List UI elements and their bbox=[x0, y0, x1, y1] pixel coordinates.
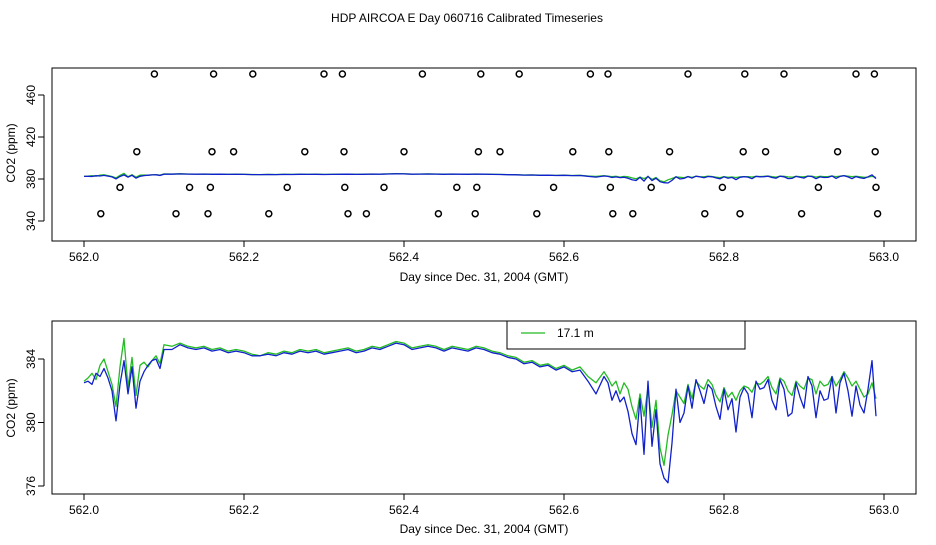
calibration-point bbox=[116, 183, 124, 192]
panel1-frame bbox=[51, 67, 917, 242]
x-tick-label: 562.0 bbox=[69, 503, 99, 517]
x-tick-label: 562.6 bbox=[549, 503, 579, 517]
calibration-point bbox=[133, 147, 141, 156]
calibration-point bbox=[341, 183, 349, 192]
panel2-x-axis: 562.0 562.2 562.4 562.6 562.8 563.0 bbox=[69, 493, 899, 517]
calibration-point bbox=[320, 70, 328, 78]
calibration-point bbox=[206, 183, 215, 192]
calibration-point bbox=[739, 147, 747, 156]
calibration-point bbox=[344, 209, 352, 218]
calibration-point bbox=[338, 70, 347, 78]
calibration-point bbox=[265, 209, 273, 218]
calibration-point bbox=[604, 70, 612, 78]
calibration-point bbox=[665, 147, 674, 156]
legend-label: 17.1 m bbox=[557, 326, 594, 340]
calibration-point bbox=[400, 147, 408, 156]
x-tick-label: 562.8 bbox=[709, 503, 739, 517]
calibration-point bbox=[852, 70, 860, 78]
panel2-ylabel: CO2 (ppm) bbox=[4, 378, 18, 437]
calibration-point bbox=[418, 70, 427, 78]
x-tick-label: 562.2 bbox=[229, 503, 259, 517]
panel1-x-axis: 562.0 562.2 562.4 562.6 562.8 563.0 bbox=[69, 240, 899, 264]
calibration-point bbox=[833, 147, 842, 156]
calibration-point bbox=[97, 209, 105, 218]
calibration-point bbox=[453, 183, 461, 192]
legend-box bbox=[506, 320, 746, 350]
calibration-point bbox=[474, 147, 483, 156]
calibration-point bbox=[434, 209, 443, 218]
calibration-point bbox=[477, 70, 485, 78]
calibration-point bbox=[229, 147, 238, 156]
calibration-point bbox=[471, 209, 479, 218]
x-tick-label: 562.0 bbox=[69, 250, 99, 264]
panel1-y-axis: 340 380 420 460 bbox=[24, 85, 45, 231]
x-tick-label: 563.0 bbox=[869, 503, 899, 517]
calibration-point bbox=[684, 70, 692, 78]
calibration-point bbox=[741, 70, 749, 78]
panel2-y-axis: 376 380 384 bbox=[24, 349, 45, 496]
calibration-point bbox=[736, 209, 744, 218]
calibration-point bbox=[814, 183, 823, 192]
calibration-point bbox=[605, 147, 613, 156]
calibration-point bbox=[701, 209, 709, 218]
legend: 17.1 m bbox=[506, 320, 746, 350]
calibration-point bbox=[586, 70, 595, 78]
calibration-point bbox=[249, 70, 257, 78]
calibration-point bbox=[872, 183, 880, 192]
calibration-point bbox=[283, 183, 291, 192]
calibration-point bbox=[172, 209, 180, 218]
x-tick-label: 562.4 bbox=[389, 503, 419, 517]
x-tick-label: 563.0 bbox=[869, 250, 899, 264]
calibration-point bbox=[301, 147, 309, 156]
calibration-point bbox=[797, 209, 806, 218]
calibration-point bbox=[871, 147, 879, 156]
calibration-point bbox=[208, 147, 216, 156]
calibration-point bbox=[718, 183, 727, 192]
panel1-xlabel: Day since Dec. 31, 2004 (GMT) bbox=[400, 270, 569, 284]
calibration-point bbox=[870, 70, 879, 78]
y-tick-label: 376 bbox=[24, 476, 38, 496]
y-tick-label: 380 bbox=[24, 412, 38, 432]
calibration-point bbox=[380, 183, 388, 192]
calibration-point bbox=[609, 209, 617, 218]
series-line-1 bbox=[83, 342, 877, 484]
y-tick-label: 384 bbox=[24, 349, 38, 369]
calibration-point bbox=[780, 70, 788, 78]
calibration-point bbox=[533, 209, 541, 218]
x-tick-label: 562.6 bbox=[549, 250, 579, 264]
chart-title: HDP AIRCOA E Day 060716 Calibrated Times… bbox=[331, 11, 603, 25]
panel2-xlabel: Day since Dec. 31, 2004 (GMT) bbox=[400, 522, 569, 536]
calibration-point bbox=[761, 147, 770, 156]
calibration-point bbox=[204, 209, 212, 218]
panel1-series-line-1 bbox=[83, 173, 877, 184]
calibration-point bbox=[606, 183, 615, 192]
calibration-point bbox=[549, 183, 558, 192]
calibration-point bbox=[473, 183, 481, 192]
panel1-lines bbox=[83, 172, 877, 184]
panel1-calibration-points bbox=[97, 70, 882, 218]
x-tick-label: 562.8 bbox=[709, 250, 739, 264]
calibration-point bbox=[569, 147, 577, 156]
y-tick-label: 340 bbox=[24, 211, 38, 231]
calibration-point bbox=[150, 70, 159, 78]
y-tick-label: 460 bbox=[24, 85, 38, 105]
series-line-0 bbox=[83, 337, 877, 467]
panel1-ylabel: CO2 (ppm) bbox=[4, 123, 18, 182]
calibration-point bbox=[185, 183, 194, 192]
calibration-point bbox=[629, 209, 637, 218]
y-tick-label: 420 bbox=[24, 127, 38, 147]
calibration-point bbox=[496, 147, 504, 156]
y-tick-label: 380 bbox=[24, 169, 38, 189]
calibration-point bbox=[515, 70, 523, 78]
x-tick-label: 562.2 bbox=[229, 250, 259, 264]
x-tick-label: 562.4 bbox=[389, 250, 419, 264]
calibration-point bbox=[647, 183, 655, 192]
panel2-lines bbox=[83, 337, 877, 484]
calibration-point bbox=[340, 147, 348, 156]
calibration-point bbox=[873, 209, 882, 218]
calibration-point bbox=[209, 70, 218, 78]
calibration-point bbox=[362, 209, 371, 218]
